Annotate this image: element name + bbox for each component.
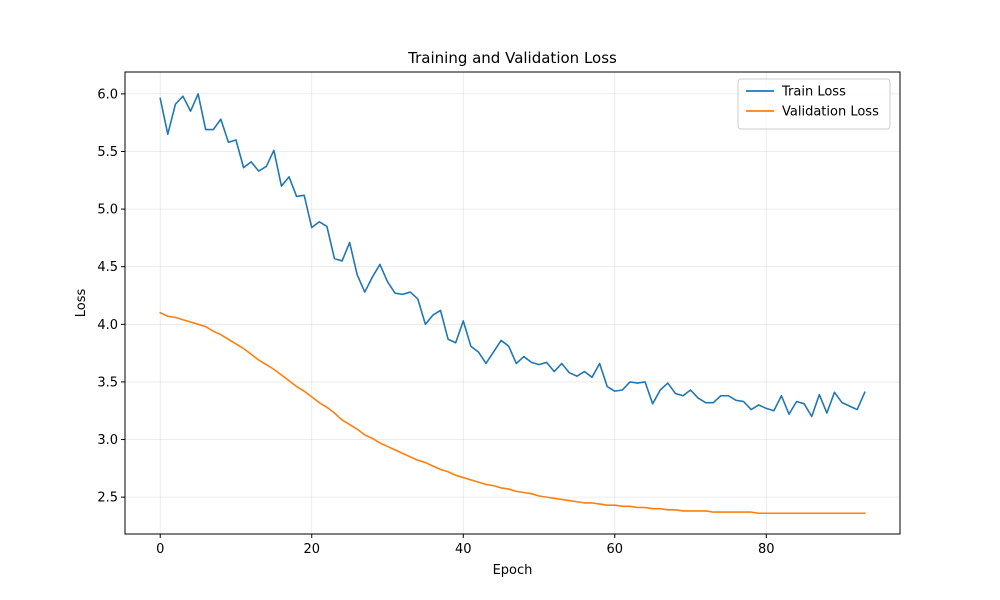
legend: Train Loss Validation Loss — [737, 78, 891, 130]
series-lines — [159, 93, 866, 515]
grid — [125, 72, 900, 534]
y-tick-label: 4.5 — [97, 260, 118, 275]
y-tick-label: 5.5 — [97, 145, 118, 160]
legend-label: Validation Loss — [782, 105, 879, 120]
x-tick-label: 40 — [455, 542, 472, 557]
x-tick-label: 60 — [606, 542, 623, 557]
y-tick-label: 4.0 — [97, 318, 118, 333]
legend-label: Train Loss — [781, 85, 846, 100]
y-axis-ticks: 2.5 3.0 3.5 4.0 4.5 5.0 5.5 6.0 — [97, 87, 125, 506]
series-line-validation-loss — [159, 311, 866, 515]
y-axis-label: Loss — [74, 289, 89, 318]
plot-frame — [124, 71, 901, 535]
legend-item: Train Loss — [746, 85, 846, 100]
x-axis-ticks: 0 20 40 60 80 — [156, 534, 775, 557]
legend-box — [737, 78, 891, 130]
chart-title: Training and Validation Loss — [407, 49, 617, 67]
series-line-train-loss — [159, 93, 866, 418]
y-tick-label: 2.5 — [97, 491, 118, 506]
y-tick-label: 3.0 — [97, 433, 118, 448]
x-tick-label: 20 — [303, 542, 320, 557]
y-tick-label: 5.0 — [97, 203, 118, 218]
x-axis-label: Epoch — [493, 563, 533, 578]
x-tick-label: 0 — [156, 542, 164, 557]
y-tick-label: 6.0 — [97, 87, 118, 102]
y-tick-label: 3.5 — [97, 375, 118, 390]
legend-item: Validation Loss — [746, 105, 879, 120]
x-tick-label: 80 — [758, 542, 775, 557]
